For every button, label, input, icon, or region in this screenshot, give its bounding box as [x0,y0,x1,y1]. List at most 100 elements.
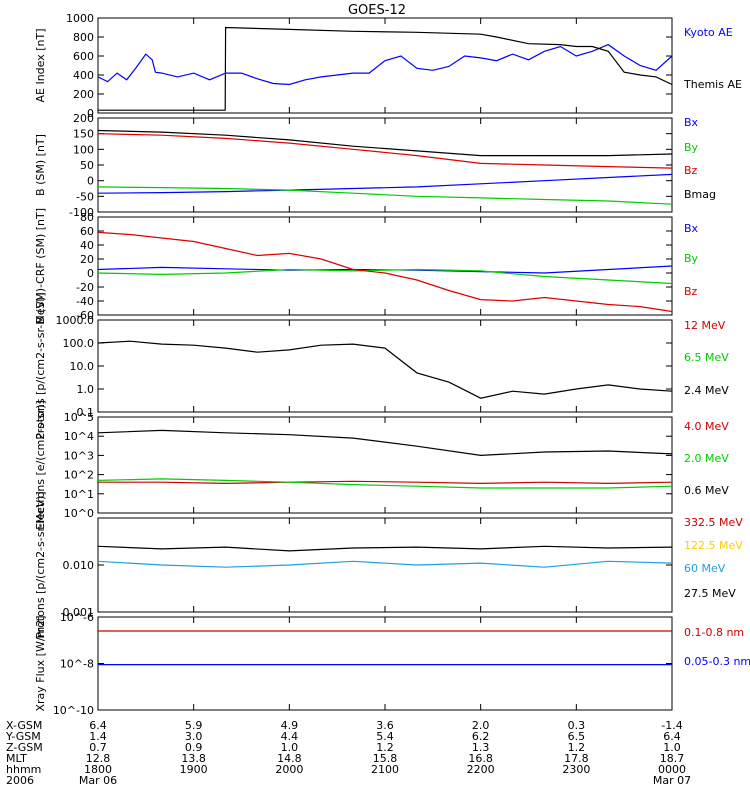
y-tick-label: 20 [80,253,94,266]
y-axis-label: Protons [p/(cm2-s-sr-MeV)] [34,292,47,439]
x-table-cell: 17.8 [564,752,589,765]
legend-label: 0.6 MeV [684,484,729,497]
x-row-label: MLT [6,752,27,765]
y-axis-label: Xray Flux [W/m2] [34,615,47,711]
legend-label: Bz [684,164,698,177]
y-tick-label: -40 [76,295,94,308]
panel-2: -100 -50 0 50 100 150 200 B (SM) [nT] Bx By Bz Bmag [34,112,716,219]
y-tick-label: 10^2 [64,469,94,482]
y-tick-label: 100.0 [63,337,95,350]
y-tick-label: 1000.0 [56,314,95,327]
y-tick-label: 10^-6 [60,611,94,624]
x-table-cell: 5.9 [185,719,203,732]
y-tick-label: 0.001 [63,606,95,619]
y-axis-label: Protons [p/(cm2-s-sr-MeV)] [34,491,47,638]
y-tick-label: 1000 [66,12,94,25]
panel-6: 0.001 0.010 Protons [p/(cm2-s-sr-MeV)] 332.… [34,491,743,638]
y-tick-label: -60 [76,309,94,322]
x-table-cell: 0.3 [568,719,586,732]
x-table-cell: 14.8 [277,752,302,765]
x-row-label: hhmm [6,763,41,776]
x-table-cell: -1.4 [661,719,682,732]
series-line-2-4-mev [97,340,673,399]
legend-label: 122.5 MeV [684,539,743,552]
series-line-2-0-mev [97,478,673,489]
x-table-cell: 0.7 [89,741,107,754]
panel-1: 0 200 400 600 800 1000 AE Index [nT] Kyoto AE Th… [34,12,742,120]
y-tick-label: 10^5 [64,411,94,424]
y-tick-label: 0 [87,107,94,120]
series-line-bz [97,133,673,169]
legend-label: By [684,252,699,265]
series-line-0-6-mev [97,429,673,457]
x-table-cell: 2200 [467,763,495,776]
x-table-cell: 0.9 [185,741,203,754]
legend-label: Bx [684,116,699,129]
y-axis-label: AE Index [nT] [34,28,47,102]
y-tick-label: 600 [73,50,94,63]
series-line-kyoto-ae [97,43,673,86]
y-tick-label: -20 [76,281,94,294]
y-tick-label: 200 [73,112,94,125]
y-tick-label: 200 [73,88,94,101]
y-axis-label: Electrons [e/(cm2-s-sr)] [34,400,47,530]
y-tick-label: -50 [76,190,94,203]
series-line-27-5-mev [97,545,673,552]
series-line-bmag [97,129,673,157]
x-table-cell: 3.0 [185,730,203,743]
panel-4: 0.1 1.0 10.0 100.0 1000.0 Protons [p/(cm2-s-s… [34,292,729,439]
legend-label: By [684,141,699,154]
x-table-cell: 1800 [84,763,112,776]
y-tick-label: 1.0 [77,383,95,396]
x-table-cell: 0000 [658,763,686,776]
panel-7: 10^-10 10^-8 10^-6 Xray Flux [W/m2] 0.1-0.8 … [34,611,750,717]
x-row-label: Y-GSM [5,730,41,743]
y-tick-label: 400 [73,69,94,82]
panel-5: 10^0 10^1 10^2 10^3 10^4 10^5 Electrons [e/(cm… [34,400,729,530]
x-table-cell: 5.4 [376,730,394,743]
x-table-cell: 6.4 [89,719,107,732]
legend-label: Bx [684,222,699,235]
x-table-cell: 1.4 [89,730,107,743]
panel-frame [97,216,673,316]
x-row-label: X-GSM [6,719,42,732]
y-tick-label: 10^3 [64,449,94,462]
legend-label: 2.4 MeV [684,384,729,397]
y-tick-label: 10^0 [64,507,94,520]
x-table-cell: 13.8 [181,752,206,765]
figure-title: GOES-12 [348,3,406,18]
y-tick-label: -100 [69,206,94,219]
x-table-cell: 18.7 [660,752,685,765]
y-tick-label: 0.010 [63,559,95,572]
legend-label: Themis AE [683,78,742,91]
x-table-cell: 6.5 [568,730,586,743]
y-tick-label: 50 [80,159,94,172]
series-line-by [97,186,673,205]
y-tick-label: 150 [73,128,94,141]
x-axis-ephemeris-table: X-GSMY-GSMZ-GSMMLThhmm20066.41.40.712.81… [5,719,691,787]
y-axis-label: B (SM)-CRF (SM) [nT] [34,208,47,324]
x-table-cell: 1.2 [568,741,586,754]
y-tick-label: 10^1 [64,488,94,501]
x-table-cell: 16.8 [468,752,493,765]
series-line-bx [97,265,673,274]
x-table-cell: 2.0 [472,719,490,732]
y-tick-label: 0.1 [77,406,95,419]
x-table-cell: 1.0 [281,741,299,754]
y-tick-label: 40 [80,239,94,252]
y-tick-label: 800 [73,31,94,44]
y-tick-label: 0 [87,267,94,280]
x-row-label: 2006 [6,774,34,787]
y-tick-label: 80 [80,211,94,224]
x-table-cell: 12.8 [86,752,111,765]
series-line-by [97,268,673,285]
legend-label: Bmag [684,188,716,201]
x-table-cell: 6.2 [472,730,490,743]
series-line-4-0-mev [98,480,673,485]
series-line-bx [97,173,673,194]
y-axis-label: B (SM) [nT] [34,134,47,196]
x-table-cell: Mar 06 [79,774,117,787]
y-tick-label: 10^-8 [60,658,94,671]
series-line-60-mev [97,560,673,568]
x-table-cell: 4.4 [281,730,299,743]
